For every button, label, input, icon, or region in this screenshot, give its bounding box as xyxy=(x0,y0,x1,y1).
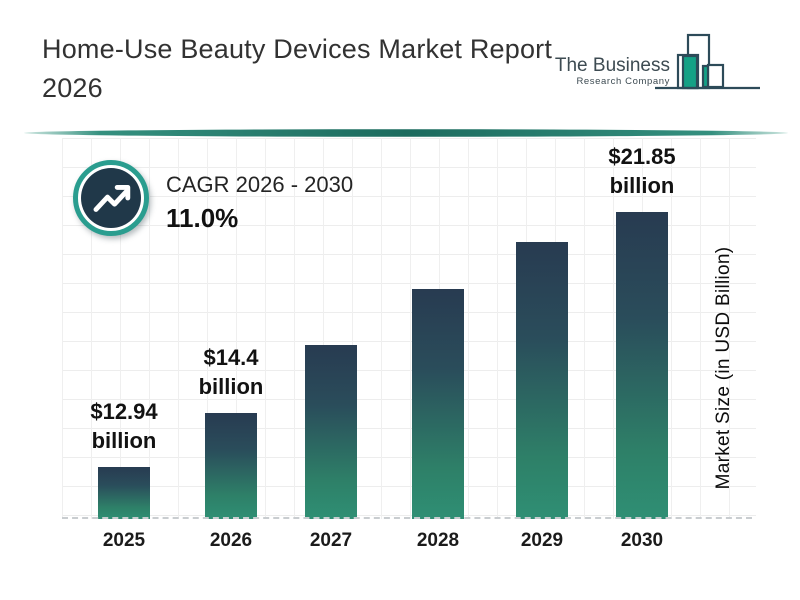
logo-subname: Research Company xyxy=(576,76,670,87)
bar-2030 xyxy=(616,212,668,519)
company-logo: The Business Research Company xyxy=(510,28,770,100)
x-axis-tick-2030: 2030 xyxy=(620,530,664,551)
bar-2025 xyxy=(98,467,150,519)
bar-value-label-2030: $21.85 billion xyxy=(608,144,676,198)
page-title: Home-Use Beauty Devices Market Report 20… xyxy=(42,30,572,108)
bar-2026 xyxy=(205,413,257,519)
x-axis-tick-2026: 2026 xyxy=(209,530,253,551)
x-axis-tick-2027: 2027 xyxy=(309,530,353,551)
x-axis-tick-2025: 2025 xyxy=(102,530,146,551)
bar-2029 xyxy=(516,242,568,519)
logo-name: The Business xyxy=(554,55,670,76)
bar-2027 xyxy=(305,345,357,519)
divider-line xyxy=(24,129,788,137)
page-title-line1: Home-Use Beauty Devices Market Report xyxy=(42,34,553,64)
bar-value-label-2025: $12.94 billion xyxy=(90,399,158,453)
cagr-badge xyxy=(73,160,149,236)
logo-bar-chart-icon xyxy=(655,33,760,90)
cagr-label: CAGR 2026 - 2030 xyxy=(166,172,354,197)
cagr-value: 11.0% xyxy=(166,203,239,233)
x-axis-tick-2028: 2028 xyxy=(416,530,460,551)
bar-2028 xyxy=(412,289,464,519)
y-axis-label: Market Size (in USD Billion) xyxy=(713,246,734,490)
trending-up-icon xyxy=(81,168,141,228)
x-axis-tick-2029: 2029 xyxy=(520,530,564,551)
x-axis-baseline xyxy=(62,517,752,519)
company-logo-text: The Business Research Company xyxy=(510,56,670,88)
bar-value-label-2026: $14.4 billion xyxy=(198,345,264,399)
page-title-line2: 2026 xyxy=(42,73,103,103)
